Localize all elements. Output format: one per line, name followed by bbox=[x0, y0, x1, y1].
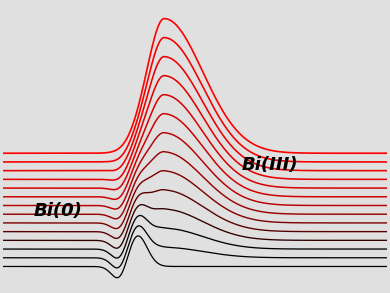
Text: Bi(0): Bi(0) bbox=[34, 202, 82, 219]
Text: Bi(III): Bi(III) bbox=[241, 156, 298, 174]
